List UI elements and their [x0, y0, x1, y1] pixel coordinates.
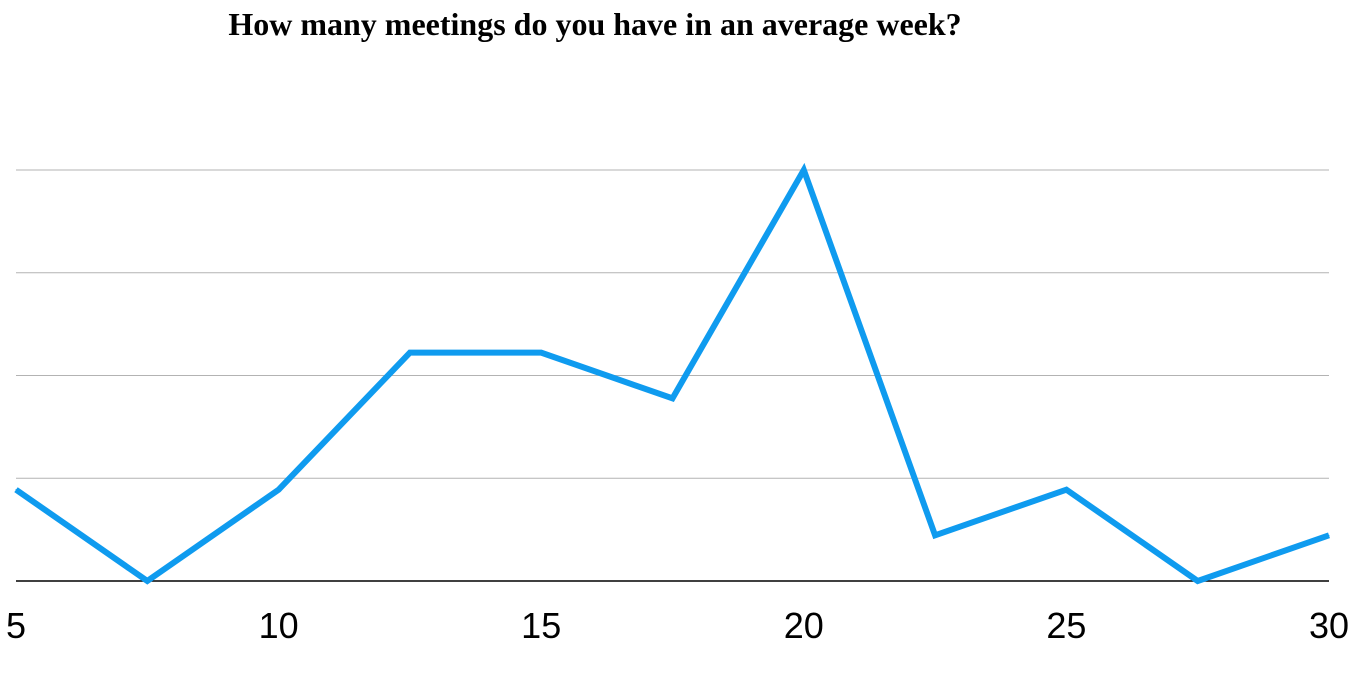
data-point	[540, 352, 542, 354]
series-group	[14, 162, 1330, 585]
x-tick-labels: 5 10 15 20 25 30	[6, 605, 1349, 646]
data-point	[1328, 534, 1330, 536]
data-point	[803, 169, 805, 171]
data-point	[146, 580, 148, 582]
data-point	[672, 397, 673, 399]
x-tick-label: 10	[259, 605, 299, 646]
data-point	[15, 489, 17, 491]
data-point	[278, 489, 280, 491]
x-tick-label: 15	[521, 605, 561, 646]
data-point	[934, 534, 936, 536]
data-point	[1065, 489, 1067, 491]
x-tick-label: 5	[6, 605, 26, 646]
gridlines	[16, 169, 1329, 479]
chart-title: How many meetings do you have in an aver…	[228, 6, 962, 42]
x-tick-label: 25	[1046, 605, 1086, 646]
x-tick-label: 20	[784, 605, 824, 646]
x-tick-label: 30	[1309, 605, 1349, 646]
data-point	[409, 352, 411, 354]
data-point	[1197, 580, 1199, 582]
